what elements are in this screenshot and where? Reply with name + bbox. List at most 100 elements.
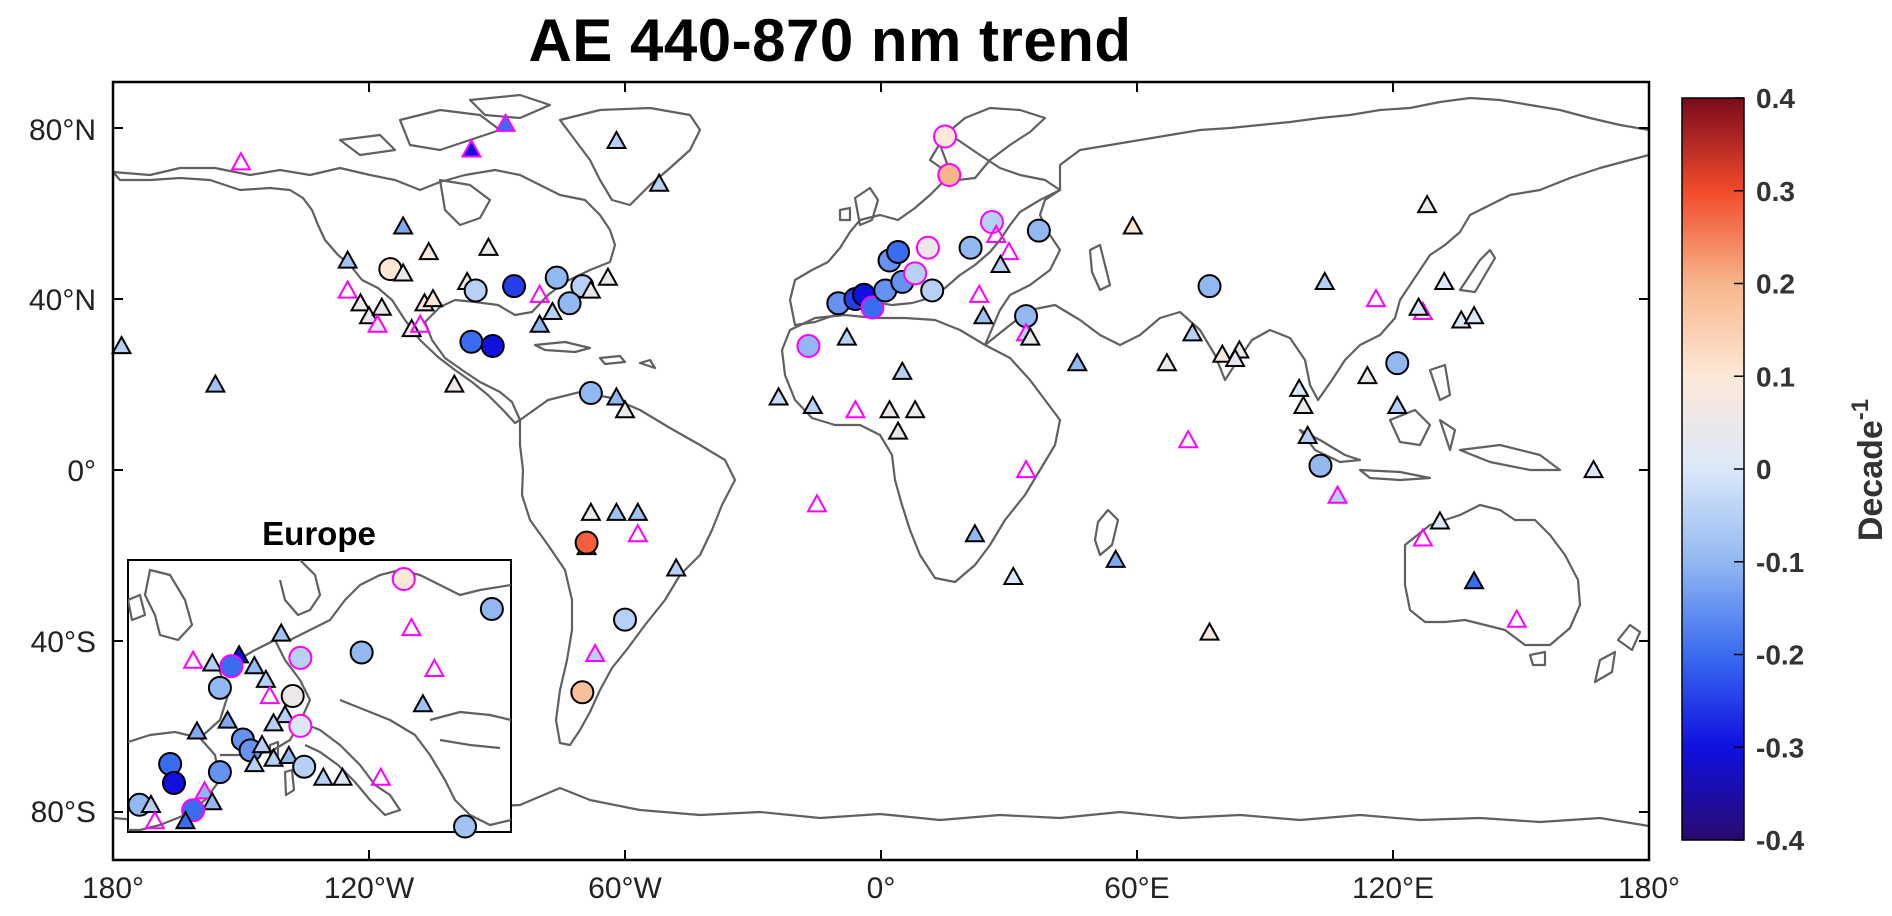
- inset-triangle-marker: [174, 810, 197, 830]
- station-triangle-marker: [1433, 270, 1455, 291]
- station-triangle-marker: [477, 236, 500, 256]
- tick-marks: [112, 82, 1650, 860]
- station-triangle-marker: [1506, 608, 1528, 628]
- station-triangle-marker: [1198, 621, 1221, 641]
- coast-greenland: [558, 106, 702, 207]
- station-triangle-marker: [230, 151, 252, 171]
- inset-triangle-marker: [400, 617, 423, 637]
- inset-triangle-marker: [255, 668, 277, 688]
- station-triangle-marker: [972, 305, 995, 325]
- station-circle-marker: [578, 381, 603, 406]
- station-triangle-marker: [1211, 343, 1233, 363]
- station-triangle-marker: [1066, 352, 1088, 372]
- inset-coast-scandinavia: [278, 560, 322, 617]
- coast-australia: [1403, 503, 1582, 647]
- lon-tick-label: 120°E: [1352, 872, 1434, 905]
- colorbar-tick-label: -0.1: [1756, 547, 1804, 578]
- inset-triangle-marker: [243, 753, 266, 773]
- station-triangle-marker: [1326, 484, 1349, 504]
- station-triangle-marker: [1224, 347, 1246, 367]
- inset-coast-black-sea: [429, 710, 511, 750]
- station-triangle-marker: [1463, 305, 1485, 325]
- station-triangle-marker: [844, 399, 867, 419]
- station-markers: [110, 112, 1605, 705]
- europe-inset: [127, 559, 512, 833]
- coast-hudson-bay: [438, 178, 492, 227]
- colorbar-tick-label: 0.1: [1756, 361, 1795, 392]
- station-triangle-marker: [878, 399, 901, 419]
- inset-triangle-marker: [331, 766, 354, 786]
- station-circle-marker: [920, 278, 945, 303]
- station-triangle-marker: [605, 501, 628, 521]
- station-triangle-marker: [580, 501, 602, 521]
- station-circle-marker: [933, 124, 957, 149]
- station-triangle-marker: [891, 360, 913, 380]
- station-triangle-marker: [1386, 394, 1408, 415]
- station-triangle-marker: [605, 129, 628, 149]
- coastlines: [113, 93, 1649, 828]
- station-triangle-marker: [204, 373, 227, 393]
- station-triangle-marker: [1407, 296, 1430, 316]
- colorbar-ticks: 0.4 0.3 0.2 0.1 0 -0.1 -0.2 -0.3 -0.4: [1734, 83, 1805, 856]
- station-triangle-marker: [836, 326, 858, 346]
- station-triangle-marker: [627, 501, 649, 521]
- colorbar-tick-label: 0.4: [1756, 83, 1795, 114]
- inset-triangle-marker: [201, 652, 223, 672]
- station-triangle-marker: [580, 279, 602, 299]
- inset-circle-marker: [207, 675, 232, 700]
- coast-japan: [1458, 248, 1497, 294]
- colorbar-label-superscript: -1: [1847, 399, 1874, 420]
- station-circle-marker: [937, 163, 962, 188]
- station-triangle-marker: [409, 313, 431, 333]
- inset-circle-marker: [479, 596, 504, 621]
- station-triangle-marker: [1463, 570, 1485, 590]
- inset-circle-marker: [349, 640, 374, 665]
- station-triangle-marker: [887, 420, 909, 440]
- station-circle-marker: [979, 210, 1004, 235]
- station-triangle-marker: [767, 386, 790, 406]
- station-triangle-marker: [989, 253, 1012, 273]
- coast-caribbean: [533, 340, 657, 370]
- station-circle-marker: [1026, 218, 1051, 243]
- station-circle-marker: [860, 295, 885, 320]
- station-triangle-marker: [1356, 364, 1379, 385]
- lon-tick-label: 180°: [1618, 872, 1680, 905]
- map-title: AE 440-870 nm trend: [528, 7, 1132, 74]
- colorbar-label: Decade-1: [1847, 399, 1890, 541]
- inset-triangle-marker: [412, 693, 434, 713]
- inset-triangle-marker: [251, 733, 273, 754]
- colorbar-tick-label: -0.3: [1756, 732, 1804, 763]
- station-triangle-marker: [366, 313, 389, 333]
- inset-triangle-marker: [370, 766, 392, 786]
- coast-caspian: [1088, 243, 1112, 292]
- colorbar-tick-label: 0.3: [1756, 176, 1795, 207]
- coast-indonesia: [1298, 363, 1562, 482]
- station-triangle-marker: [648, 172, 670, 192]
- inset-circle-marker: [207, 760, 232, 785]
- inset-triangle-marker: [144, 810, 166, 830]
- station-circle-marker: [480, 334, 505, 359]
- station-circle-marker: [1197, 274, 1222, 299]
- station-triangle-marker: [1429, 510, 1451, 530]
- station-triangle-marker: [349, 292, 372, 312]
- station-circle-marker: [886, 239, 911, 264]
- inset-circle-marker: [161, 771, 186, 796]
- colorbar-tick-label: 0: [1756, 454, 1772, 485]
- station-triangle-marker: [541, 300, 564, 320]
- inset-coast-balkans: [339, 698, 511, 827]
- station-triangle-marker: [627, 523, 649, 543]
- inset-title: Europe: [262, 515, 376, 552]
- station-triangle-marker: [1292, 394, 1315, 415]
- station-triangle-marker: [1297, 424, 1319, 444]
- coast-asia: [983, 96, 1649, 402]
- inset-triangle-marker: [182, 649, 204, 669]
- coast-arctic-islands: [338, 93, 552, 157]
- coast-tasmania: [1528, 650, 1547, 667]
- inset-coast-britain: [128, 568, 194, 642]
- coast-north-america: [113, 166, 617, 425]
- lon-tick-label: 60°W: [588, 872, 662, 905]
- station-circle-marker: [958, 235, 983, 260]
- station-circle-marker: [796, 334, 821, 359]
- inset-circle-marker: [219, 654, 244, 679]
- coast-british-isles: [838, 186, 880, 227]
